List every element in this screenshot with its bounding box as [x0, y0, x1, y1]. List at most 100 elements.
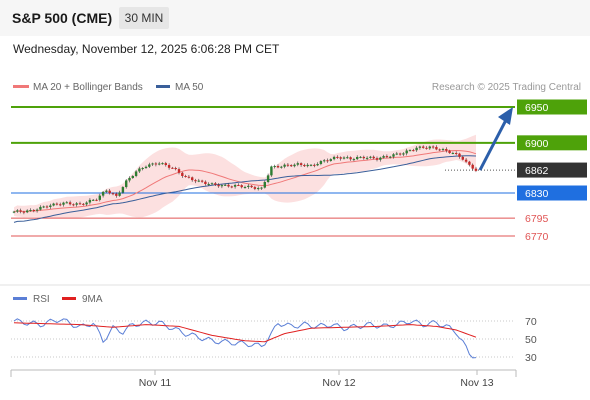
- x-tick-label: Nov 12: [322, 377, 355, 389]
- candle-body: [108, 190, 111, 194]
- level-label-6900: 6900: [525, 138, 549, 150]
- candle-body: [82, 203, 85, 205]
- rsi-panel: 70 50 30: [11, 316, 537, 364]
- candle-body: [276, 166, 280, 168]
- candle-body: [435, 146, 438, 150]
- ma50-legend-swatch: [156, 85, 170, 88]
- candle-body: [280, 166, 283, 168]
- candle-body: [422, 146, 425, 148]
- candle-body: [339, 157, 342, 159]
- candle-body: [167, 165, 171, 168]
- candle-body: [131, 175, 134, 178]
- candle-body: [128, 177, 131, 181]
- candle-body: [240, 185, 243, 188]
- rsi-ma-line: [13, 322, 477, 343]
- candle-body: [270, 166, 273, 176]
- candle-body: [342, 157, 346, 159]
- rsi-tick-50: 50: [525, 334, 537, 346]
- ma50-line: [13, 155, 477, 223]
- candle-body: [12, 211, 16, 213]
- candle-body: [461, 156, 464, 160]
- candle-body: [392, 154, 395, 157]
- rsi-legend-label: RSI: [33, 294, 50, 305]
- candle-body: [194, 180, 197, 182]
- timeframe-badge[interactable]: 30 MIN: [119, 7, 169, 29]
- candle-body: [329, 159, 332, 161]
- ma20-line: [13, 149, 477, 213]
- candle-body: [85, 202, 88, 205]
- candle-body: [253, 187, 257, 189]
- candle-body: [425, 147, 428, 149]
- research-credit: Research © 2025 Trading Central: [432, 82, 581, 93]
- rsi-ma-legend-swatch: [62, 297, 76, 300]
- candle-body: [45, 206, 49, 208]
- candle-body: [32, 210, 35, 212]
- candle-body: [164, 163, 167, 166]
- candle-body: [243, 186, 247, 188]
- candle-body: [365, 157, 369, 159]
- candle-body: [303, 164, 306, 167]
- candle-body: [448, 150, 451, 154]
- candle-body: [151, 163, 154, 165]
- candle-body: [125, 180, 128, 188]
- candle-body: [154, 163, 158, 165]
- x-tick-label: Nov 11: [139, 377, 172, 389]
- candle-body: [88, 199, 92, 203]
- candle-body: [474, 168, 478, 171]
- candle-body: [200, 180, 204, 182]
- candle-body: [98, 195, 101, 200]
- candle-body: [191, 177, 194, 181]
- candle-body: [352, 159, 356, 161]
- candle-body: [22, 211, 26, 213]
- candle-body: [260, 187, 263, 189]
- candle-body: [471, 164, 474, 169]
- candle-body: [375, 158, 379, 160]
- candle-body: [35, 209, 39, 211]
- candle-body: [220, 185, 224, 187]
- candle-body: [408, 150, 412, 152]
- candle-body: [405, 150, 408, 154]
- candle-body: [16, 210, 19, 212]
- candle-body: [293, 164, 296, 167]
- candle-body: [415, 147, 418, 151]
- candle-body: [141, 168, 144, 170]
- candle-body: [382, 156, 385, 158]
- level-tag-6950: [517, 99, 587, 115]
- candle-body: [306, 164, 309, 167]
- candle-body: [266, 175, 270, 182]
- candle-body: [389, 156, 392, 158]
- candle-body: [214, 183, 217, 185]
- timestamp: Wednesday, November 12, 2025 6:06:28 PM …: [13, 42, 280, 56]
- candle-body: [204, 181, 207, 185]
- candle-body: [19, 210, 22, 212]
- candle-body: [197, 180, 200, 182]
- rsi-ma-legend-label: 9MA: [82, 294, 103, 305]
- candle-body: [115, 193, 118, 196]
- candle-body: [336, 156, 339, 158]
- candle-body: [227, 184, 230, 187]
- level-label-6770: 6770: [525, 231, 549, 243]
- level-label-6830: 6830: [525, 188, 549, 200]
- level-label-6795: 6795: [525, 213, 549, 225]
- candle-body: [412, 150, 415, 152]
- candle-body: [62, 202, 65, 205]
- candle-body: [217, 184, 220, 187]
- candle-body: [26, 210, 29, 213]
- candle-body: [177, 169, 181, 173]
- forecast-arrow-shaft: [478, 119, 508, 171]
- candle-body: [372, 156, 375, 159]
- candle-body: [138, 168, 141, 172]
- candle-body: [101, 191, 105, 196]
- bollinger-band: [14, 134, 476, 219]
- candle-body: [184, 175, 187, 177]
- candle-body: [121, 187, 125, 193]
- candle-body: [428, 146, 431, 149]
- forecast-arrow-head: [498, 107, 513, 125]
- candle-body: [441, 148, 445, 150]
- candle-body: [257, 188, 260, 190]
- candle-body: [369, 156, 372, 158]
- instrument-title: S&P 500 (CME): [12, 10, 113, 26]
- candle-body: [210, 183, 214, 185]
- candle-body: [362, 156, 365, 159]
- candle-body: [187, 176, 191, 178]
